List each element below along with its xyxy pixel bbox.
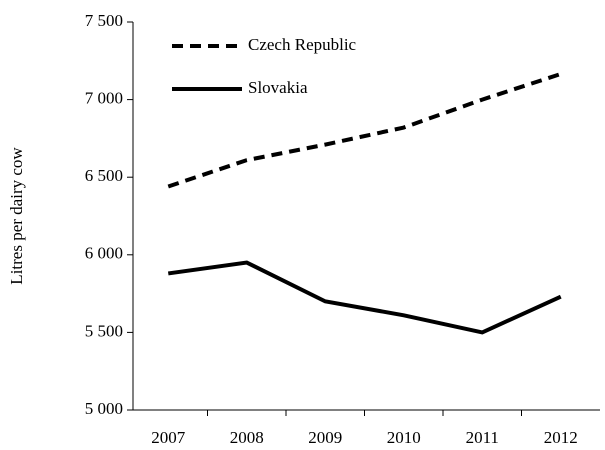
- series-line: [167, 72, 562, 189]
- y-tick-label: 6 000: [85, 244, 123, 263]
- y-tick-label: 5 000: [85, 399, 123, 418]
- legend-label: Slovakia: [248, 78, 308, 97]
- series-line: [167, 260, 562, 335]
- x-tick-label: 2008: [230, 428, 264, 447]
- y-tick-label: 7 000: [85, 89, 123, 108]
- x-tick-label: 2010: [387, 428, 421, 447]
- y-tick-label: 6 500: [85, 166, 123, 185]
- legend-label: Czech Republic: [248, 35, 357, 54]
- x-tick-label: 2012: [544, 428, 578, 447]
- x-tick-label: 2011: [466, 428, 499, 447]
- x-tick-label: 2009: [308, 428, 342, 447]
- y-tick-label: 7 500: [85, 11, 123, 30]
- x-tick-label: 2007: [151, 428, 186, 447]
- y-axis-label: Litres per dairy cow: [7, 147, 26, 285]
- y-tick-label: 5 500: [85, 321, 123, 340]
